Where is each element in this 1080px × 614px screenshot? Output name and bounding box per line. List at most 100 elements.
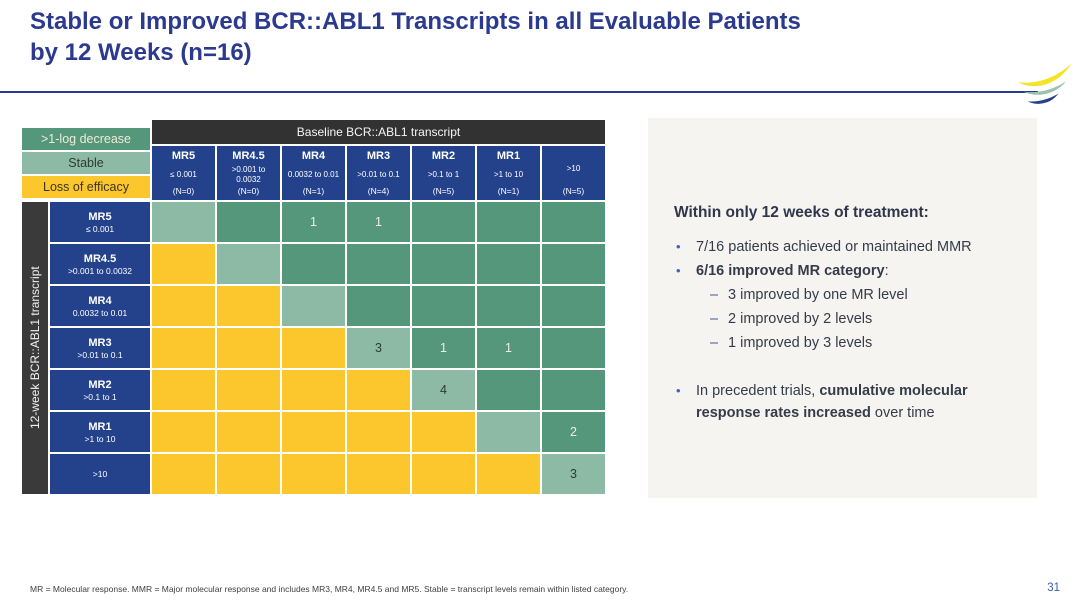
column-range: ≤ 0.001 (170, 169, 197, 179)
legend-item-loss: Loss of efficacy (22, 176, 150, 198)
matrix-cell-stable: 3 (347, 328, 410, 368)
matrix-cell-improve (542, 328, 605, 368)
column-n: (N=5) (562, 186, 585, 196)
matrix-cell-improve: 1 (347, 202, 410, 242)
bullet-text: 3 improved by one MR level (728, 287, 908, 303)
column-range: >0.001 to 0.0032 (231, 165, 266, 184)
column-range: 0.0032 to 0.01 (287, 169, 340, 179)
column-n: (N=1) (302, 186, 325, 196)
matrix-cell-improve (347, 286, 410, 326)
matrix-cell-improve (542, 286, 605, 326)
matrix-cell-loss (347, 370, 410, 410)
panel-bullets: • 7/16 patients achieved or maintained MM… (674, 236, 1011, 424)
column-header-MR4: MR4 0.0032 to 0.01 (N=1) (282, 146, 345, 200)
matrix-cell-loss (412, 412, 475, 452)
column-header-MR2: MR2 >0.1 to 1 (N=5) (412, 146, 475, 200)
row-range: >0.01 to 0.1 (77, 349, 123, 360)
matrix-cell-stable (282, 286, 345, 326)
matrix-cell-improve (412, 244, 475, 284)
matrix-cell-loss (282, 454, 345, 494)
matrix-cell-improve: 1 (282, 202, 345, 242)
row-range: 0.0032 to 0.01 (72, 307, 128, 318)
matrix-cell-improve: 2 (542, 412, 605, 452)
column-name: MR2 (431, 150, 456, 162)
column-name: MR4 (301, 150, 326, 162)
bullet-text: 1 improved by 3 levels (728, 335, 873, 351)
matrix-cell-loss (217, 412, 280, 452)
row-name: MR2 (88, 378, 112, 391)
legend: >1-log decrease Stable Loss of efficacy (22, 120, 150, 200)
bullet-text: In precedent trials, cumulative molecula… (696, 383, 968, 421)
matrix-cell-loss (282, 412, 345, 452)
row-name: MR4 (88, 294, 112, 307)
row-header-MR5: MR5 ≤ 0.001 (50, 202, 150, 242)
row-range: ≤ 0.001 (85, 223, 115, 234)
baseline-axis-header: Baseline BCR::ABL1 transcript (152, 120, 605, 144)
bullet-text: 2 improved by 2 levels (728, 311, 873, 327)
column-header-MR3: MR3 >0.01 to 0.1 (N=4) (347, 146, 410, 200)
row-header->10: >10 (50, 454, 150, 494)
matrix-cell-stable: 3 (542, 454, 605, 494)
row-range: >0.1 to 1 (83, 391, 117, 402)
matrix-cell-improve (477, 370, 540, 410)
row-name: MR5 (88, 210, 112, 223)
sub-bullet: –2 improved by 2 levels (674, 308, 1011, 330)
column-range: >10 (566, 164, 581, 174)
matrix-cell-loss (217, 328, 280, 368)
matrix-cell-improve (542, 202, 605, 242)
legend-item-stable: Stable (22, 152, 150, 174)
matrix-cell-loss (282, 328, 345, 368)
matrix-cell-stable (217, 244, 280, 284)
column-range: >0.01 to 0.1 (357, 169, 400, 179)
matrix-cell-loss (152, 412, 215, 452)
bullet-item: • 7/16 patients achieved or maintained MM… (674, 236, 1011, 258)
column-range: >0.1 to 1 (427, 169, 460, 179)
dot-marker: • (676, 263, 681, 278)
response-shift-matrix: >1-log decrease Stable Loss of efficacy Ba… (22, 120, 605, 494)
column-name: MR1 (496, 150, 521, 162)
matrix-cell-loss (152, 286, 215, 326)
column-n: (N=1) (497, 186, 520, 196)
matrix-cell-loss (217, 370, 280, 410)
column-range: >1 to 10 (493, 169, 524, 179)
dash-marker: – (710, 335, 719, 351)
column-n: (N=0) (237, 186, 260, 196)
title-divider (0, 91, 1038, 93)
matrix-cell-improve (477, 286, 540, 326)
row-header-MR3: MR3 >0.01 to 0.1 (50, 328, 150, 368)
legend-item-improve: >1-log decrease (22, 128, 150, 150)
row-range: >1 to 10 (84, 433, 116, 444)
matrix-cell-loss (152, 244, 215, 284)
column-name: MR3 (366, 150, 391, 162)
row-name: MR1 (88, 420, 112, 433)
matrix-cell-stable (477, 412, 540, 452)
matrix-cell-improve: 1 (412, 328, 475, 368)
matrix-cell-improve (412, 286, 475, 326)
matrix-cell-stable: 4 (412, 370, 475, 410)
column-name: MR5 (171, 150, 196, 162)
matrix-cell-improve (542, 244, 605, 284)
bullet-item: • 6/16 improved MR category: (674, 260, 1011, 282)
row-range: >10 (92, 469, 108, 479)
row-header-MR4: MR4 0.0032 to 0.01 (50, 286, 150, 326)
column-header-MR4.5: MR4.5 >0.001 to 0.0032 (N=0) (217, 146, 280, 200)
row-header-MR2: MR2 >0.1 to 1 (50, 370, 150, 410)
matrix-cell-loss (347, 412, 410, 452)
bullet-text: 6/16 improved MR category: (696, 263, 889, 279)
row-axis-label: 12-week BCR::ABL1 transcript (22, 202, 48, 494)
matrix-cell-improve (477, 244, 540, 284)
matrix-cell-loss (412, 454, 475, 494)
page-number: 31 (1047, 582, 1060, 594)
column-header->10: >10 (N=5) (542, 146, 605, 200)
matrix-cell-improve (542, 370, 605, 410)
dot-marker: • (676, 239, 681, 254)
row-range: >0.001 to 0.0032 (67, 265, 133, 276)
row-header-MR1: MR1 >1 to 10 (50, 412, 150, 452)
matrix-cell-loss (152, 370, 215, 410)
sub-bullet: –1 improved by 3 levels (674, 332, 1011, 354)
matrix-cell-improve (217, 202, 280, 242)
matrix-cell-loss (217, 454, 280, 494)
dash-marker: – (710, 287, 719, 303)
matrix-cell-improve (477, 202, 540, 242)
